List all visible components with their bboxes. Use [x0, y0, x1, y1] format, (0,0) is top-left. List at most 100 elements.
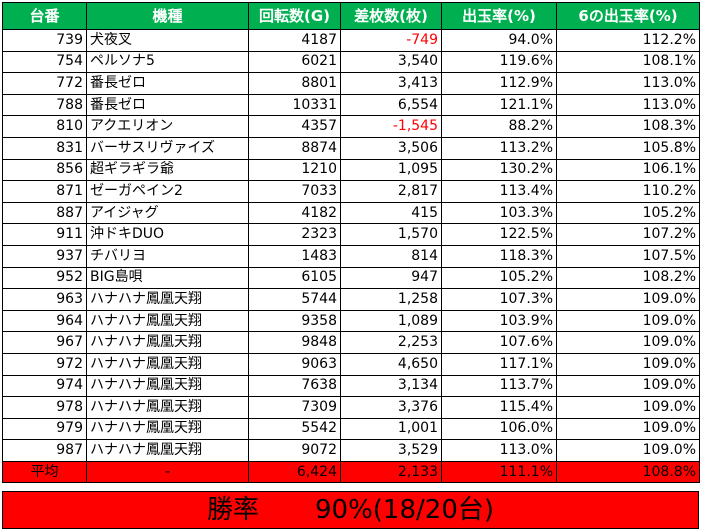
cell-setting6-rate: 109.0%	[556, 288, 700, 311]
table-row: 810 アクエリオン 4357 -1,545 88.2% 108.3%	[2, 115, 700, 138]
cell-setting6-rate: 106.1%	[556, 158, 700, 182]
cell-spins: 8801	[248, 72, 341, 95]
cell-difference: 814	[340, 244, 442, 268]
table-row: 831 バーサスリヴァイズ 8874 3,506 113.2% 105.8%	[2, 136, 700, 160]
cell-difference: 6,554	[340, 93, 442, 117]
cell-machine-name: 番長ゼロ	[86, 93, 249, 117]
table-row: 871 ゼーガペイン2 7033 2,817 113.4% 110.2%	[2, 180, 700, 203]
cell-setting6-rate: 105.2%	[556, 201, 700, 225]
cell-machine-number: 979	[2, 417, 87, 441]
table-row: 978 ハナハナ鳳凰天翔 7309 3,376 115.4% 109.0%	[2, 396, 700, 419]
cell-machine-number: 739	[2, 29, 87, 52]
cell-difference: 947	[340, 266, 442, 290]
cell-machine-name: 番長ゼロ	[86, 72, 249, 95]
cell-machine-name: チバリヨ	[86, 244, 249, 268]
cell-spins: 6021	[248, 50, 341, 74]
average-spins: 6,424	[248, 460, 341, 484]
cell-difference: 3,506	[340, 136, 442, 160]
cell-setting6-rate: 108.2%	[556, 266, 700, 290]
cell-spins: 8874	[248, 136, 341, 160]
average-setting6-rate: 108.8%	[556, 460, 700, 484]
cell-setting6-rate: 105.8%	[556, 136, 700, 160]
cell-machine-number: 911	[2, 223, 87, 246]
table-row: 788 番長ゼロ 10331 6,554 121.1% 113.0%	[2, 93, 700, 117]
cell-setting6-rate: 109.0%	[556, 417, 700, 441]
cell-machine-number: 871	[2, 180, 87, 203]
cell-payout-rate: 113.4%	[441, 180, 557, 203]
cell-payout-rate: 113.7%	[441, 374, 557, 398]
cell-machine-number: 952	[2, 266, 87, 290]
cell-payout-rate: 105.2%	[441, 266, 557, 290]
cell-payout-rate: 130.2%	[441, 158, 557, 182]
cell-spins: 4187	[248, 29, 341, 52]
cell-difference: 3,540	[340, 50, 442, 74]
average-payout-rate: 111.1%	[441, 460, 557, 484]
cell-difference: 2,817	[340, 180, 442, 203]
cell-machine-name: 犬夜叉	[86, 29, 249, 52]
cell-spins: 1210	[248, 158, 341, 182]
header-row: 台番 機種 回転数(G) 差枚数(枚) 出玉率(%) 6の出玉率(%)	[2, 2, 700, 30]
table-row: 739 犬夜叉 4187 -749 94.0% 112.2%	[2, 29, 700, 52]
cell-difference: 1,001	[340, 417, 442, 441]
cell-machine-name: ハナハナ鳳凰天翔	[86, 396, 249, 419]
cell-setting6-rate: 109.0%	[556, 331, 700, 354]
cell-setting6-rate: 110.2%	[556, 180, 700, 203]
cell-machine-number: 972	[2, 352, 87, 376]
cell-machine-number: 810	[2, 115, 87, 138]
cell-payout-rate: 103.9%	[441, 309, 557, 333]
cell-payout-rate: 113.2%	[441, 136, 557, 160]
cell-spins: 4182	[248, 201, 341, 225]
cell-difference: 2,253	[340, 331, 442, 354]
table-row: 974 ハナハナ鳳凰天翔 7638 3,134 113.7% 109.0%	[2, 374, 700, 398]
cell-difference: -1,545	[340, 115, 442, 138]
cell-spins: 9063	[248, 352, 341, 376]
table-row: 964 ハナハナ鳳凰天翔 9358 1,089 103.9% 109.0%	[2, 309, 700, 333]
cell-spins: 6105	[248, 266, 341, 290]
cell-machine-number: 967	[2, 331, 87, 354]
cell-setting6-rate: 109.0%	[556, 396, 700, 419]
cell-setting6-rate: 113.0%	[556, 72, 700, 95]
cell-payout-rate: 122.5%	[441, 223, 557, 246]
average-difference: 2,133	[340, 460, 442, 484]
cell-machine-number: 987	[2, 439, 87, 462]
cell-payout-rate: 112.9%	[441, 72, 557, 95]
cell-payout-rate: 119.6%	[441, 50, 557, 74]
win-rate-label: 勝率	[206, 495, 259, 525]
average-label: 平均	[2, 460, 87, 484]
table-row: 887 アイジャグ 4182 415 103.3% 105.2%	[2, 201, 700, 225]
cell-machine-name: アクエリオン	[86, 115, 249, 138]
cell-machine-number: 937	[2, 244, 87, 268]
cell-difference: 1,570	[340, 223, 442, 246]
table-row: 772 番長ゼロ 8801 3,413 112.9% 113.0%	[2, 72, 700, 95]
cell-difference: 3,376	[340, 396, 442, 419]
cell-machine-number: 788	[2, 93, 87, 117]
table-row: 979 ハナハナ鳳凰天翔 5542 1,001 106.0% 109.0%	[2, 417, 700, 441]
table-row: 952 BIG島唄 6105 947 105.2% 108.2%	[2, 266, 700, 290]
cell-difference: 3,134	[340, 374, 442, 398]
cell-machine-name: 超ギラギラ爺	[86, 158, 249, 182]
cell-machine-name: ハナハナ鳳凰天翔	[86, 417, 249, 441]
cell-difference: 4,650	[340, 352, 442, 376]
cell-machine-name: ハナハナ鳳凰天翔	[86, 352, 249, 376]
table-row: 754 ペルソナ5 6021 3,540 119.6% 108.1%	[2, 50, 700, 74]
table-row: 967 ハナハナ鳳凰天翔 9848 2,253 107.6% 109.0%	[2, 331, 700, 354]
table-row: 911 沖ドキDUO 2323 1,570 122.5% 107.2%	[2, 223, 700, 246]
cell-machine-name: ゼーガペイン2	[86, 180, 249, 203]
cell-machine-number: 754	[2, 50, 87, 74]
cell-setting6-rate: 109.0%	[556, 352, 700, 376]
cell-spins: 10331	[248, 93, 341, 117]
cell-payout-rate: 107.6%	[441, 331, 557, 354]
cell-machine-name: バーサスリヴァイズ	[86, 136, 249, 160]
cell-difference: 1,258	[340, 288, 442, 311]
cell-spins: 9358	[248, 309, 341, 333]
cell-payout-rate: 107.3%	[441, 288, 557, 311]
cell-spins: 7033	[248, 180, 341, 203]
cell-machine-name: 沖ドキDUO	[86, 223, 249, 246]
cell-spins: 5542	[248, 417, 341, 441]
cell-machine-number: 974	[2, 374, 87, 398]
cell-payout-rate: 121.1%	[441, 93, 557, 117]
cell-machine-name: アイジャグ	[86, 201, 249, 225]
cell-payout-rate: 94.0%	[441, 29, 557, 52]
win-rate-bar: 勝率 90%(18/20台)	[2, 491, 699, 529]
results-table: 台番 機種 回転数(G) 差枚数(枚) 出玉率(%) 6の出玉率(%) 739 犬…	[2, 2, 700, 484]
